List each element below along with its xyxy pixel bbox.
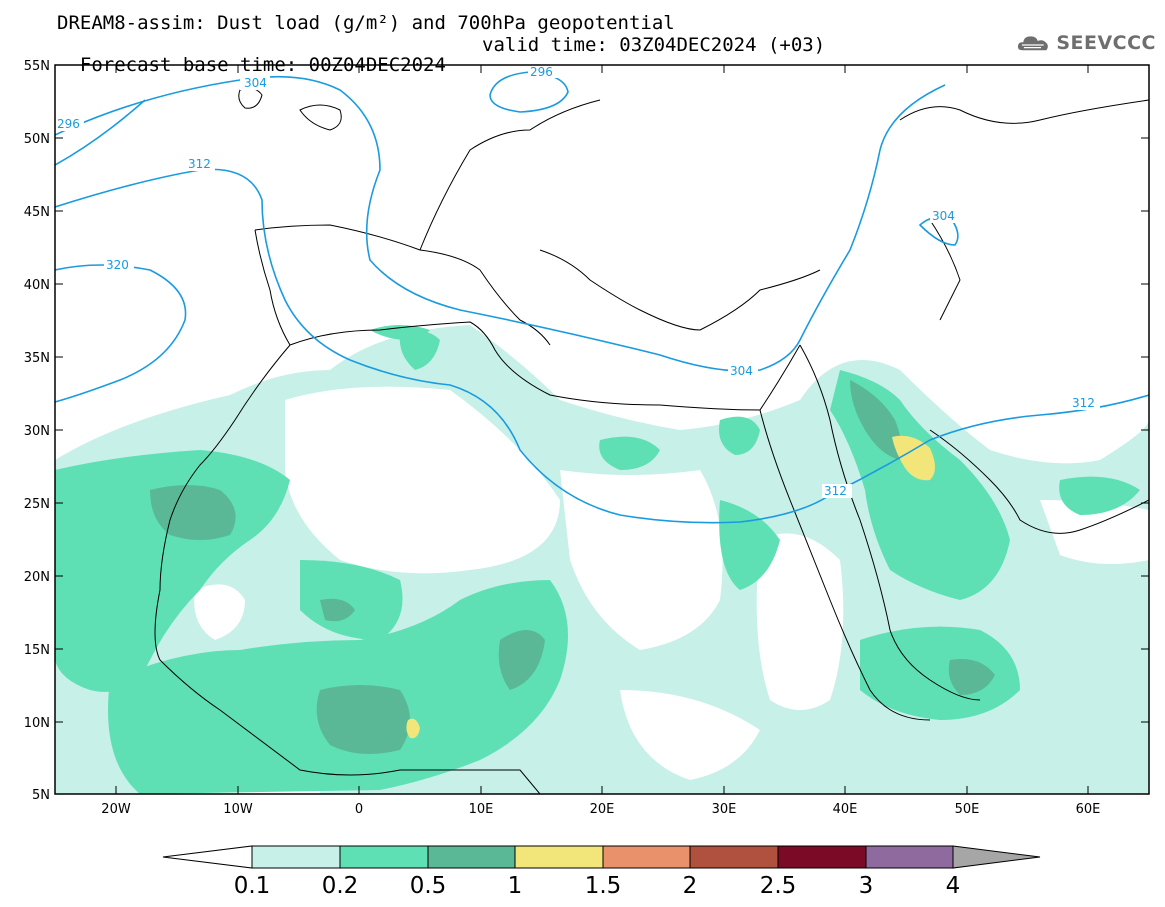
coastlines bbox=[154, 87, 1149, 794]
cloud-icon bbox=[1017, 36, 1048, 51]
colorbar-swatch bbox=[777, 845, 867, 869]
contour-label: 296 bbox=[530, 65, 553, 79]
map-title: DREAM8-assim: Dust load (g/m²) and 700hP… bbox=[57, 12, 675, 34]
contour-label: 312 bbox=[824, 484, 847, 498]
lon-label: 30E bbox=[712, 802, 737, 817]
lon-label: 10W bbox=[223, 802, 253, 817]
lon-label: 20W bbox=[101, 802, 131, 817]
colorbar-label: 0.1 bbox=[234, 873, 271, 899]
seevccc-logo: SEEVCCC bbox=[1016, 28, 1156, 58]
lat-label: 5N bbox=[32, 788, 50, 803]
colorbar-high-arrow bbox=[952, 845, 1041, 869]
valid-time: valid time: 03Z04DEC2024 (+03) bbox=[482, 34, 826, 56]
lat-label: 35N bbox=[24, 351, 50, 366]
colorbar-label: 0.5 bbox=[410, 873, 447, 899]
lon-ticks bbox=[115, 65, 1089, 794]
lon-label: 50E bbox=[955, 802, 980, 817]
dust-field bbox=[55, 315, 1149, 794]
lat-label: 25N bbox=[24, 497, 50, 512]
lat-label: 15N bbox=[24, 643, 50, 658]
colorbar-labels: 0.1 0.2 0.5 1 1.5 2 3 2.5 4 bbox=[234, 873, 961, 899]
lat-label: 45N bbox=[24, 205, 50, 220]
lat-label: 30N bbox=[24, 424, 50, 439]
contour-labels: 304 296 296 312 320 304 304 312 312 bbox=[54, 64, 1100, 498]
contour-label: 296 bbox=[57, 117, 80, 131]
colorbar-low-arrow bbox=[162, 845, 253, 869]
lat-label: 50N bbox=[24, 132, 50, 147]
contour-label: 312 bbox=[188, 157, 211, 171]
contour-label: 304 bbox=[932, 209, 955, 223]
colorbar-swatch bbox=[514, 845, 604, 869]
lon-label: 40E bbox=[833, 802, 858, 817]
contour-label: 304 bbox=[244, 76, 267, 90]
lat-label: 10N bbox=[24, 716, 50, 731]
lat-label: 20N bbox=[24, 570, 50, 585]
contour-label: 312 bbox=[1072, 396, 1095, 410]
lat-label: 40N bbox=[24, 278, 50, 293]
geopotential-contours bbox=[55, 71, 1149, 524]
colorbar-label: 2.5 bbox=[760, 873, 797, 899]
colorbar-label: 0.2 bbox=[322, 873, 359, 899]
colorbar-swatch bbox=[865, 845, 954, 869]
lat-label: 55N bbox=[24, 59, 50, 74]
lon-label: 10E bbox=[469, 802, 494, 817]
colorbar-swatch bbox=[602, 845, 691, 869]
colorbar-swatch bbox=[339, 845, 429, 869]
colorbar-label: 3 bbox=[859, 873, 874, 899]
lon-labels: 20W 10W 0 10E 20E 30E 40E 50E 60E bbox=[101, 802, 1100, 817]
contour-label: 304 bbox=[730, 364, 753, 378]
colorbar-swatch bbox=[251, 845, 341, 869]
colorbar-swatch bbox=[689, 845, 779, 869]
logo-text: SEEVCCC bbox=[1056, 32, 1156, 54]
lon-label: 0 bbox=[355, 802, 363, 817]
lon-label: 60E bbox=[1076, 802, 1101, 817]
colorbar-label: 2 bbox=[683, 873, 698, 899]
colorbar-swatch bbox=[427, 845, 516, 869]
lon-label: 20E bbox=[590, 802, 615, 817]
colorbar-label: 1.5 bbox=[585, 873, 622, 899]
lat-labels: 55N 50N 45N 40N 35N 30N 25N 20N 15N 10N … bbox=[24, 59, 50, 803]
colorbar-label: 4 bbox=[946, 873, 961, 899]
contour-label: 320 bbox=[106, 258, 129, 272]
lat-ticks bbox=[55, 64, 1149, 723]
colorbar bbox=[162, 845, 1041, 869]
colorbar-label: 1 bbox=[508, 873, 523, 899]
